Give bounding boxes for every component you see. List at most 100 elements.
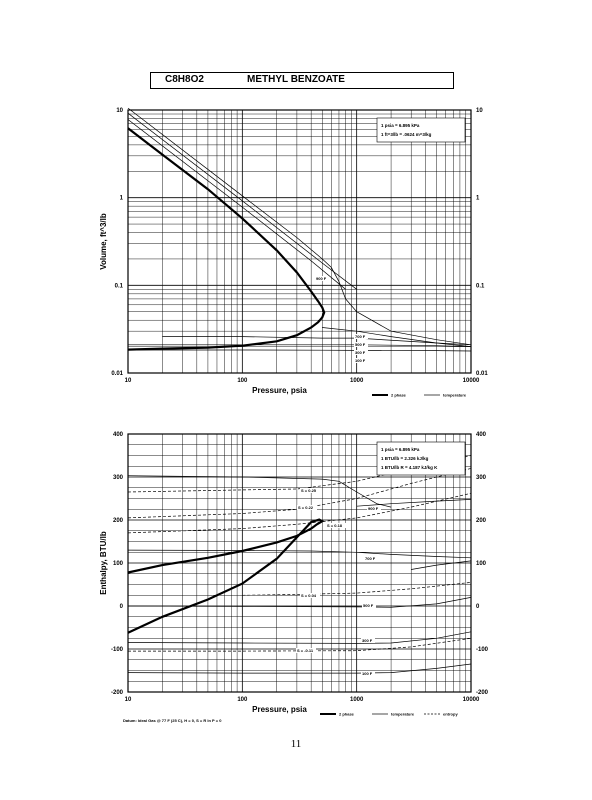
temperature-curve-label: 900 F [316,276,327,281]
y-tick-label-right: 200 [476,518,487,524]
temperature-curve-label: 100 F [362,671,373,676]
y-tick-label-right: -200 [476,690,489,696]
series-line-2-phase [127,518,325,634]
y-axis-label: Volume, ft^3/lb [99,213,108,270]
y-tick-label-right: 400 [476,432,487,438]
entropy-label-bg [300,593,320,598]
y-tick-label-left: 100 [113,561,124,567]
temperature-curve-label: 500 F [355,342,366,347]
series-line-temperature [127,663,472,674]
y-tick-label-left: 10 [116,108,123,114]
y-tick-label-left: 0 [120,604,124,610]
y-tick-label-left: 400 [113,432,124,438]
y-tick-label-right: 300 [476,475,487,481]
legend-label: temperature [443,393,467,398]
series-line-temperature [127,112,357,290]
curve-label-bg [361,671,375,676]
series-line-temperature [127,475,392,508]
y-tick-label-right: 10 [476,108,483,114]
series-line-temperature [127,119,346,290]
x-tick-label: 10000 [463,697,480,703]
y-tick-label-right: 0.01 [476,371,488,377]
series-line-temperature [128,349,472,352]
y-tick-label-right: 0.1 [476,283,485,289]
conversion-note: 1 BTU/lb = 2.326 kJ/kg [381,456,429,461]
y-tick-label-left: -100 [111,647,124,653]
entropy-curve-label: S = 0.22 [298,505,314,510]
y-tick-label-right: 0 [476,604,480,610]
legend-label: entropy [443,712,458,717]
y-tick-label-left: 200 [113,518,124,524]
curve-label-bg [362,603,376,608]
series-line-entropy [127,492,472,534]
y-tick-label-right: 1 [476,196,480,202]
chart-2 [127,433,472,715]
series-line-temperature [356,499,472,507]
curve-label-bg [364,556,378,561]
notes-box [376,117,466,143]
x-tick-label: 10 [125,378,132,384]
y-tick-label-left: 0.01 [111,371,123,377]
entropy-label-bg [300,488,320,493]
plot-frame [127,109,472,374]
x-axis-label: Pressure, psia [252,705,307,714]
page-number: 11 [290,738,302,750]
x-tick-label: 10 [125,697,132,703]
entropy-curve-label: S = -0.11 [297,648,314,653]
y-axis-label: Enthalpy, BTU/lb [99,531,108,595]
entropy-curve-label: S = 0.25 [301,488,317,493]
series-line-temperature [411,560,472,570]
x-axis-label: Pressure, psia [252,386,307,395]
series-line-temperature [127,631,472,644]
series-line-entropy [128,637,472,652]
plot-frame [127,433,472,693]
title-name: METHYL BENZOATE [247,74,345,85]
temperature-curve-label: 900 F [368,506,379,511]
series-line-temperature [127,549,472,559]
series-line-temperature [128,344,472,347]
y-tick-label-left: -200 [111,690,124,696]
curve-label-bg [354,342,368,347]
legend-label: temperature [391,712,415,717]
conversion-note: 1 BTU/lb R = 4.187 kJ/kg K [381,465,438,470]
series-line-2-phase [127,127,326,351]
y-tick-label-right: -100 [476,647,489,653]
legend-label: 2 phase [339,712,355,717]
temperature-curve-label: 300 F [355,350,366,355]
conversion-note: 1 ft^3/lb = .0624 m^3/kg [381,132,432,137]
temperature-curve-label: 300 F [362,638,373,643]
curve-label-bg [315,276,329,281]
series-line-temperature [162,336,472,346]
entropy-label-bg [297,505,317,510]
datum-note: Datum: Ideal Gas @ 77 F (25 C), H = 0, S… [123,718,222,723]
curve-label-bg [361,638,375,643]
y-tick-label-left: 300 [113,475,124,481]
x-tick-label: 100 [237,697,248,703]
conversion-note: 1 psia = 6.895 kPa [381,447,420,452]
x-tick-label: 10000 [463,378,480,384]
notes-box [376,441,466,476]
series-line-temperature [127,107,472,346]
entropy-curve-label: S = 0.18 [327,523,343,528]
y-tick-label-right: 100 [476,561,487,567]
curve-label-bg [367,506,381,511]
x-tick-label: 1000 [350,697,364,703]
legend-label: 2 phase [391,393,407,398]
y-tick-label-left: 0.1 [115,283,124,289]
conversion-note: 1 psia = 6.895 kPa [381,123,420,128]
entropy-label-bg [296,648,316,653]
temperature-curve-label: 700 F [365,556,376,561]
entropy-label-bg [326,523,346,528]
chart-1 [127,107,472,396]
y-tick-label-left: 1 [120,196,124,202]
series-line-temperature [322,327,472,347]
curve-label-bg [354,334,368,339]
entropy-curve-label: S = 0.04 [301,593,317,598]
curve-label-bg [354,358,368,363]
temperature-curve-label: 500 F [363,603,374,608]
series-line-entropy [127,468,472,519]
chart-title-box: C8H8O2 METHYL BENZOATE [150,72,454,89]
curve-label-bg [354,350,368,355]
title-formula: C8H8O2 [165,74,204,85]
